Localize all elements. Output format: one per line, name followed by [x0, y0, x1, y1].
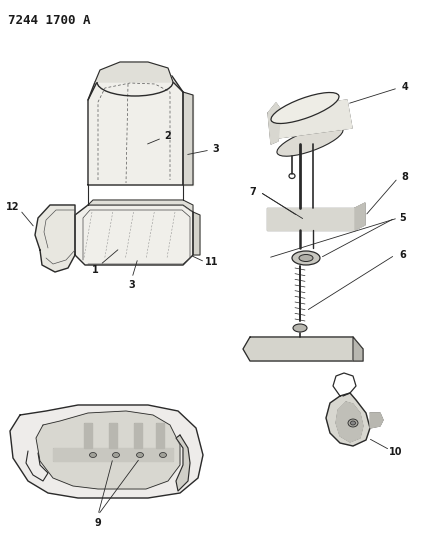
Polygon shape — [88, 71, 183, 185]
Ellipse shape — [271, 93, 339, 124]
Polygon shape — [88, 200, 193, 212]
Polygon shape — [336, 402, 363, 442]
Polygon shape — [95, 62, 173, 82]
Text: 11: 11 — [205, 257, 219, 267]
Text: 6: 6 — [400, 250, 406, 260]
Text: 3: 3 — [213, 144, 219, 154]
Polygon shape — [273, 100, 352, 138]
Ellipse shape — [90, 453, 97, 457]
Polygon shape — [134, 423, 142, 448]
Text: 2: 2 — [165, 131, 171, 141]
Polygon shape — [35, 205, 75, 272]
Text: 3: 3 — [129, 280, 136, 290]
Polygon shape — [353, 337, 363, 361]
Polygon shape — [267, 208, 355, 230]
Ellipse shape — [293, 324, 307, 332]
Text: 7: 7 — [250, 187, 257, 197]
Polygon shape — [243, 337, 363, 361]
Text: 9: 9 — [95, 518, 101, 528]
Text: 4: 4 — [402, 82, 408, 92]
Ellipse shape — [299, 254, 313, 262]
Ellipse shape — [160, 453, 166, 457]
Ellipse shape — [348, 419, 358, 427]
Ellipse shape — [136, 453, 143, 457]
Polygon shape — [355, 203, 365, 230]
Polygon shape — [326, 393, 370, 446]
Ellipse shape — [112, 453, 120, 457]
Text: 1: 1 — [92, 265, 98, 275]
Polygon shape — [156, 423, 164, 448]
Polygon shape — [109, 423, 117, 448]
Polygon shape — [10, 405, 203, 498]
Polygon shape — [193, 212, 200, 255]
Text: 12: 12 — [6, 202, 20, 212]
Polygon shape — [370, 413, 383, 428]
Text: 7244 1700 A: 7244 1700 A — [8, 14, 91, 27]
Polygon shape — [183, 92, 193, 185]
Text: 5: 5 — [400, 213, 406, 223]
Ellipse shape — [350, 421, 356, 425]
Polygon shape — [268, 103, 281, 144]
Ellipse shape — [277, 126, 343, 156]
Polygon shape — [176, 435, 190, 491]
Polygon shape — [36, 411, 180, 489]
Polygon shape — [84, 423, 92, 448]
Text: 10: 10 — [389, 447, 403, 457]
Ellipse shape — [292, 251, 320, 265]
Text: 8: 8 — [402, 172, 408, 182]
Polygon shape — [53, 448, 173, 461]
Polygon shape — [75, 205, 193, 265]
